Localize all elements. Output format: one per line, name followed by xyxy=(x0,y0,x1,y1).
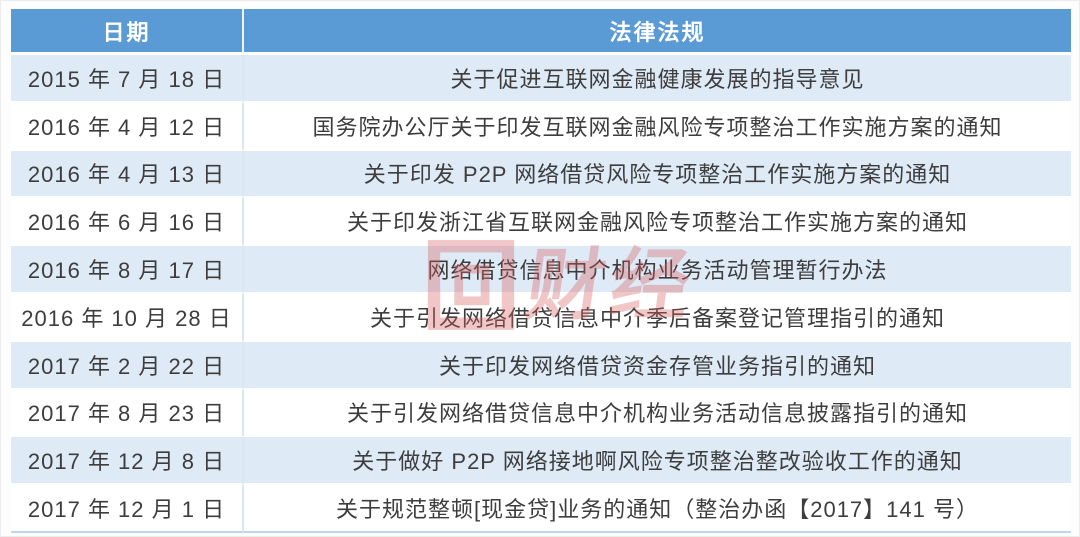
regulation-cell: 国务院办公厅关于印发互联网金融风险专项整治工作实施方案的通知 xyxy=(244,102,1071,151)
table-row: 2015 年 7 月 18 日 关于促进互联网金融健康发展的指导意见 xyxy=(11,55,1071,103)
date-cell: 2017 年 8 月 23 日 xyxy=(11,389,244,438)
table-header: 日期 法律法规 xyxy=(11,9,1071,55)
table-row: 2017 年 2 月 22 日 关于印发网络借贷资金存管业务指引的通知 xyxy=(11,341,1071,390)
date-cell: 2016 年 6 月 16 日 xyxy=(11,198,244,247)
date-cell: 2015 年 7 月 18 日 xyxy=(11,55,244,103)
regulation-cell: 网络借贷信息中介机构业务活动管理暂行办法 xyxy=(244,246,1071,294)
table-row: 2016 年 4 月 13 日 关于印发 P2P 网络借贷风险专项整治工作实施方… xyxy=(11,150,1071,199)
date-cell: 2016 年 8 月 17 日 xyxy=(11,246,244,294)
regulation-cell: 关于规范整顿[现金贷]业务的通知（整治办函【2017】141 号） xyxy=(244,485,1071,533)
table-row: 2016 年 4 月 12 日 国务院办公厅关于印发互联网金融风险专项整治工作实… xyxy=(11,102,1071,151)
date-cell: 2017 年 12 月 8 日 xyxy=(11,437,244,486)
date-cell: 2016 年 4 月 13 日 xyxy=(11,150,244,199)
table-row: 2016 年 10 月 28 日 关于引发网络借贷信息中介季后备案登记管理指引的… xyxy=(11,293,1071,342)
regulation-cell: 关于引发网络借贷信息中介机构业务活动信息披露指引的通知 xyxy=(244,389,1071,438)
table-row: 2017 年 12 月 1 日 关于规范整顿[现金贷]业务的通知（整治办函【20… xyxy=(11,485,1071,533)
regulation-cell: 关于印发网络借贷资金存管业务指引的通知 xyxy=(244,341,1071,390)
laws-table: 日期 法律法规 2015 年 7 月 18 日 关于促进互联网金融健康发展的指导… xyxy=(11,9,1071,533)
header-cell-regulation: 法律法规 xyxy=(244,9,1071,55)
regulation-cell: 关于促进互联网金融健康发展的指导意见 xyxy=(244,55,1071,103)
table-row: 2016 年 8 月 17 日 网络借贷信息中介机构业务活动管理暂行办法 xyxy=(11,246,1071,294)
table-row: 2017 年 12 月 8 日 关于做好 P2P 网络接地啊风险专项整治整改验收… xyxy=(11,437,1071,486)
table-row: 2017 年 8 月 23 日 关于引发网络借贷信息中介机构业务活动信息披露指引… xyxy=(11,389,1071,438)
regulation-cell: 关于引发网络借贷信息中介季后备案登记管理指引的通知 xyxy=(244,293,1071,342)
header-cell-date: 日期 xyxy=(11,9,244,55)
table-body: 2015 年 7 月 18 日 关于促进互联网金融健康发展的指导意见 2016 … xyxy=(11,55,1071,533)
date-cell: 2016 年 4 月 12 日 xyxy=(11,102,244,151)
header-row: 日期 法律法规 xyxy=(11,9,1071,55)
date-cell: 2017 年 12 月 1 日 xyxy=(11,485,244,533)
date-cell: 2016 年 10 月 28 日 xyxy=(11,293,244,342)
table-row: 2016 年 6 月 16 日 关于印发浙江省互联网金融风险专项整治工作实施方案… xyxy=(11,198,1071,247)
regulation-cell: 关于印发 P2P 网络借贷风险专项整治工作实施方案的通知 xyxy=(244,150,1071,199)
regulation-cell: 关于做好 P2P 网络接地啊风险专项整治整改验收工作的通知 xyxy=(244,437,1071,486)
date-cell: 2017 年 2 月 22 日 xyxy=(11,341,244,390)
regulation-cell: 关于印发浙江省互联网金融风险专项整治工作实施方案的通知 xyxy=(244,198,1071,247)
